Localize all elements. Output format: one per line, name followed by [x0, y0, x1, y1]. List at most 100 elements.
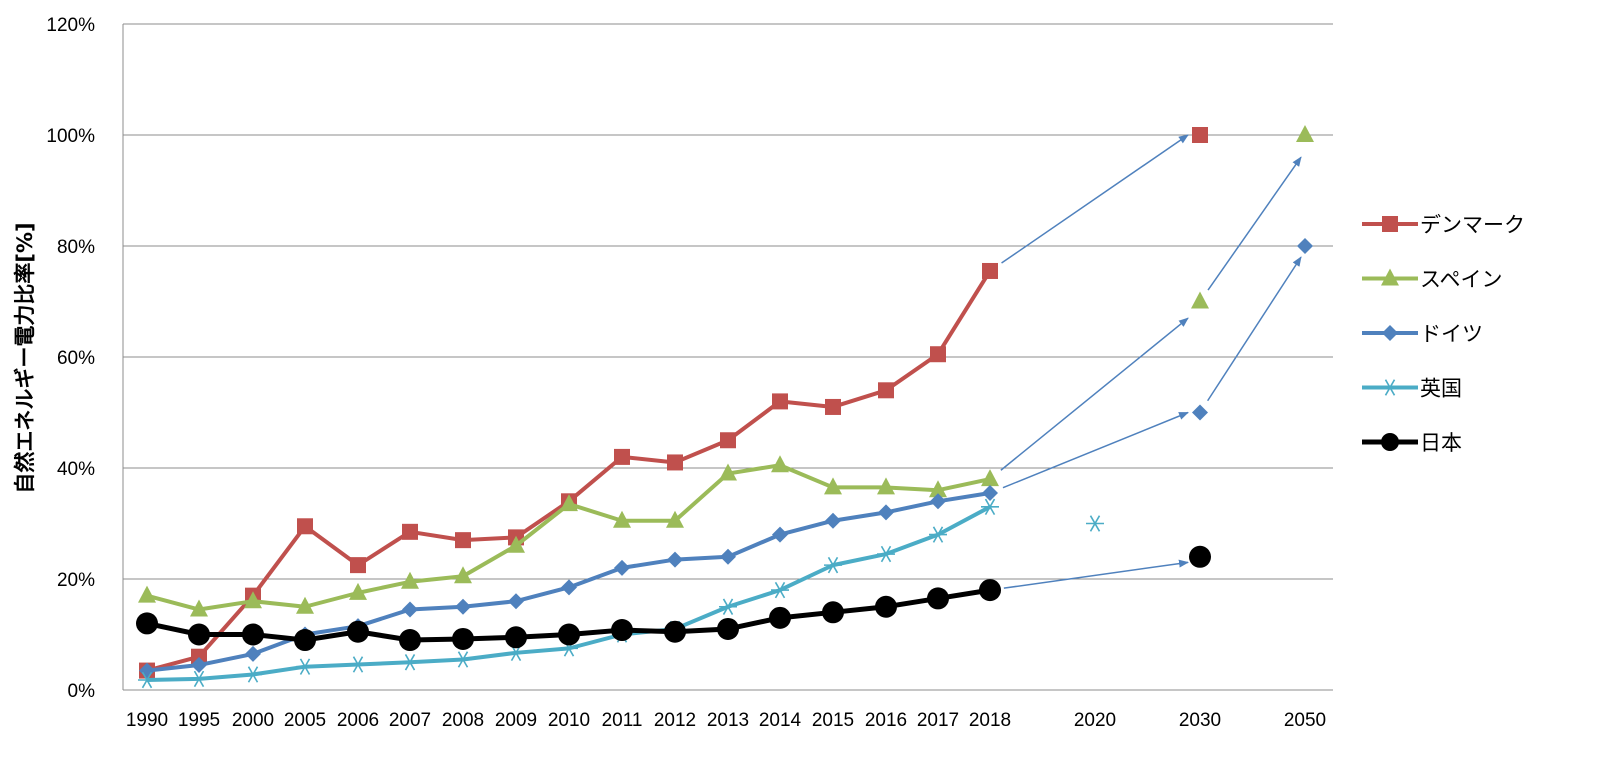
data-point [824, 477, 842, 495]
y-axis-label: 自然エネルギー電力比率[%] [13, 222, 37, 493]
data-point [825, 512, 841, 529]
projection-arrow [1000, 317, 1189, 471]
data-point [244, 666, 262, 683]
data-point [505, 626, 527, 649]
x-tick-label: 2017 [917, 710, 959, 731]
data-point [927, 587, 949, 610]
legend-label: ドイツ [1420, 322, 1483, 346]
y-tick-label: 80% [57, 237, 95, 258]
y-tick-labels: 0% 20% 40% 60% 80% 100% 120% [46, 15, 95, 702]
x-tick-label: 2018 [969, 710, 1011, 731]
data-point [877, 545, 895, 563]
x-tick-label: 1995 [178, 710, 220, 731]
legend-marker [1381, 433, 1399, 451]
data-point [771, 455, 789, 473]
data-point [720, 432, 736, 449]
data-point [244, 591, 262, 609]
data-point [982, 484, 998, 501]
projection-arrow [1207, 256, 1302, 402]
data-point [719, 598, 737, 615]
data-point [350, 557, 366, 574]
data-point [667, 454, 683, 471]
x-tick-label: 2050 [1284, 710, 1326, 731]
x-tick-label: 2030 [1179, 710, 1221, 731]
projection-arrow [1001, 134, 1189, 264]
data-point [822, 601, 844, 624]
data-point [561, 579, 577, 596]
data-point [1086, 515, 1104, 532]
data-point [138, 671, 156, 689]
legend-item: スペイン [1362, 268, 1503, 292]
x-tick-label: 2008 [442, 710, 484, 731]
x-tick-label: 2010 [548, 710, 590, 731]
legend-label: デンマーク [1420, 213, 1525, 237]
data-point [719, 463, 737, 481]
data-point [190, 670, 208, 688]
data-point [347, 620, 369, 643]
y-tick-label: 120% [46, 15, 95, 36]
data-point [1192, 404, 1208, 421]
data-point [981, 498, 999, 516]
legend-item: ドイツ [1362, 322, 1483, 346]
data-point [1192, 127, 1208, 143]
legend-marker [1382, 325, 1398, 341]
data-point [772, 526, 788, 543]
data-point [297, 518, 313, 535]
legend-marker [1381, 268, 1399, 286]
legend-label: スペイン [1420, 268, 1503, 292]
data-point [717, 617, 739, 640]
data-point [508, 593, 524, 610]
x-tick-label: 2016 [865, 710, 907, 731]
legend-item: 日本 [1362, 431, 1462, 455]
data-point [454, 566, 472, 584]
x-tick-label: 2011 [602, 710, 643, 731]
legend-item: デンマーク [1362, 213, 1525, 237]
data-point [1296, 125, 1314, 142]
y-tick-label: 40% [57, 459, 95, 480]
data-point [769, 606, 791, 629]
series-2 [139, 238, 1313, 679]
legend-item: 英国 [1362, 377, 1462, 401]
x-tick-label: 2013 [707, 710, 749, 731]
data-point [979, 579, 1001, 602]
data-point [138, 585, 156, 603]
data-point [614, 559, 630, 576]
data-point [614, 448, 630, 465]
series-group [136, 125, 1314, 689]
y-tick-label: 20% [57, 570, 95, 591]
x-tick-labels: 1990 1995 2000 2005 2006 2007 2008 2009 2010 2011… [126, 710, 1326, 731]
data-point [1191, 291, 1209, 309]
data-point [401, 654, 419, 671]
data-point [245, 645, 261, 662]
axes [122, 24, 1333, 691]
data-point [454, 651, 472, 668]
series-1 [138, 125, 1314, 617]
data-point [825, 398, 841, 415]
data-point [772, 393, 788, 410]
projection-arrow [1002, 411, 1189, 489]
data-point [1189, 545, 1211, 568]
data-point [507, 535, 525, 553]
data-point [613, 510, 631, 528]
legend-marker [1381, 379, 1399, 396]
series-0 [139, 127, 1208, 679]
data-point [720, 548, 736, 565]
y-tick-label: 60% [57, 348, 95, 369]
gridlines [123, 23, 1333, 580]
data-point [136, 612, 158, 635]
data-point [981, 469, 999, 487]
data-point [666, 510, 684, 528]
data-point [929, 480, 947, 498]
data-point [399, 629, 421, 652]
data-point [824, 556, 842, 574]
data-point [402, 523, 418, 540]
data-point [191, 648, 207, 665]
data-point [664, 620, 686, 643]
data-point [1297, 238, 1313, 254]
data-point [929, 526, 947, 543]
data-point [558, 623, 580, 646]
data-point [188, 623, 210, 646]
projection-arrows [1000, 134, 1302, 589]
data-point [296, 596, 314, 614]
